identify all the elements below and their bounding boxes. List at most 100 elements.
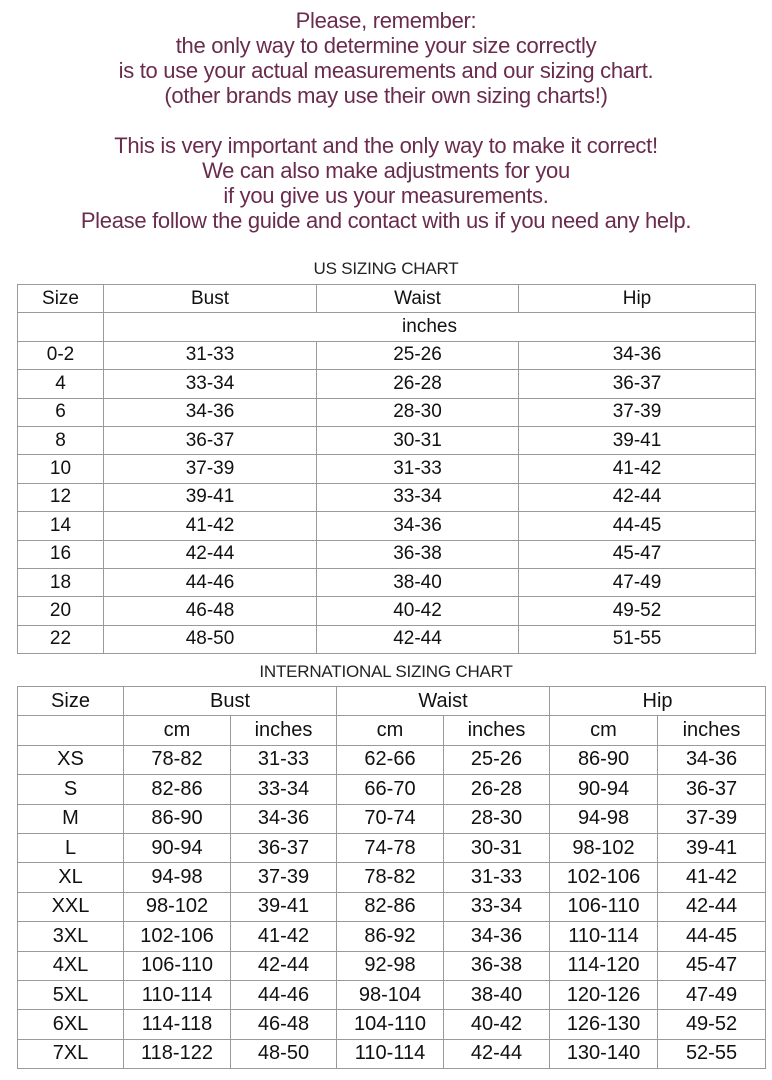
unit-cell: inches xyxy=(657,715,767,746)
measurement-cell: 45-47 xyxy=(657,950,767,981)
measurement-cell: 28-30 xyxy=(316,397,519,427)
table-row: 3XL 102-106 41-42 86-92 34-36 110-114 44-45 xyxy=(17,921,767,952)
measurement-cell: 42-44 xyxy=(230,950,337,981)
measurement-cell: 90-94 xyxy=(549,774,659,805)
measurement-cell: 49-52 xyxy=(657,1009,767,1040)
measurement-cell: 47-49 xyxy=(657,979,767,1011)
table-row: 16 42-44 36-38 45-47 xyxy=(17,539,756,569)
measurement-cell: 118-122 xyxy=(123,1038,231,1070)
measurement-cell: 30-31 xyxy=(442,832,551,864)
measurement-cell: 48-50 xyxy=(103,624,317,655)
size-cell: 4 xyxy=(17,369,104,399)
measurement-cell: 37-39 xyxy=(518,397,756,427)
measurement-cell: 98-102 xyxy=(123,891,231,923)
measurement-cell: 120-126 xyxy=(549,979,659,1011)
measurement-cell: 51-55 xyxy=(518,624,756,655)
measurement-cell: 42-44 xyxy=(316,624,519,655)
table-row: 20 46-48 40-42 49-52 xyxy=(17,596,756,626)
intro-line: if you give us your measurements. xyxy=(223,183,549,208)
measurement-cell: 36-37 xyxy=(657,774,767,805)
us-sizing-table: Size Bust Waist Hip inches 0-2 31-33 25-26… xyxy=(17,283,756,655)
header-cell: Waist xyxy=(316,283,519,314)
intro-line: (other brands may use their own sizing c… xyxy=(164,83,608,108)
measurement-cell: 106-110 xyxy=(123,950,231,981)
intro-notice: Please, remember: the only way to determ… xyxy=(0,8,772,233)
table-row: 0-2 31-33 25-26 34-36 xyxy=(17,340,756,371)
empty-cell xyxy=(17,312,104,342)
measurement-cell: 126-130 xyxy=(549,1009,659,1040)
size-cell: 22 xyxy=(17,624,104,655)
measurement-cell: 41-42 xyxy=(103,511,317,541)
measurement-cell: 86-90 xyxy=(549,744,659,776)
measurement-cell: 33-34 xyxy=(103,369,317,399)
table-row: 10 37-39 31-33 41-42 xyxy=(17,454,756,484)
measurement-cell: 31-33 xyxy=(230,744,337,776)
measurement-cell: 33-34 xyxy=(316,482,519,513)
size-cell: 6 xyxy=(17,397,104,427)
size-cell: XXL xyxy=(17,891,124,923)
intro-line: We can also make adjustments for you xyxy=(202,158,570,183)
measurement-cell: 38-40 xyxy=(316,567,519,598)
measurement-cell: 25-26 xyxy=(442,744,551,776)
size-cell: 16 xyxy=(17,539,104,569)
international-sizing-table: Size Bust Waist Hip cm inches cm inches … xyxy=(17,685,767,1070)
measurement-cell: 44-46 xyxy=(230,979,337,1011)
size-cell: 20 xyxy=(17,596,104,626)
measurement-cell: 104-110 xyxy=(336,1009,444,1040)
measurement-cell: 33-34 xyxy=(230,774,337,805)
measurement-cell: 26-28 xyxy=(316,369,519,399)
intro-line: the only way to determine your size corr… xyxy=(175,33,597,58)
table-row: 6XL 114-118 46-48 104-110 40-42 126-130 49-52 xyxy=(17,1009,767,1040)
size-cell: L xyxy=(17,832,124,864)
measurement-cell: 31-33 xyxy=(442,862,551,893)
measurement-cell: 34-36 xyxy=(657,744,767,776)
measurement-cell: 94-98 xyxy=(123,862,231,893)
measurement-cell: 44-45 xyxy=(657,921,767,952)
measurement-cell: 44-45 xyxy=(518,511,756,541)
measurement-cell: 52-55 xyxy=(657,1038,767,1070)
unit-cell: cm xyxy=(549,715,659,746)
empty-cell xyxy=(17,715,124,746)
measurement-cell: 34-36 xyxy=(316,511,519,541)
table-row: 7XL 118-122 48-50 110-114 42-44 130-140 52-55 xyxy=(17,1038,767,1070)
measurement-cell: 48-50 xyxy=(230,1038,337,1070)
header-cell: Hip xyxy=(549,685,767,717)
measurement-cell: 70-74 xyxy=(336,803,444,834)
unit-cell: inches xyxy=(442,715,551,746)
size-cell: XS xyxy=(17,744,124,776)
measurement-cell: 78-82 xyxy=(336,862,444,893)
table-row: XL 94-98 37-39 78-82 31-33 102-106 41-42 xyxy=(17,862,767,893)
size-cell: 6XL xyxy=(17,1009,124,1040)
measurement-cell: 74-78 xyxy=(336,832,444,864)
header-cell: Size xyxy=(17,283,104,314)
table-row: 6 34-36 28-30 37-39 xyxy=(17,397,756,427)
unit-cell: cm xyxy=(123,715,231,746)
measurement-cell: 110-114 xyxy=(549,921,659,952)
measurement-cell: 42-44 xyxy=(657,891,767,923)
measurement-cell: 38-40 xyxy=(442,979,551,1011)
intro-line: Please follow the guide and contact with… xyxy=(80,208,692,233)
size-cell: 4XL xyxy=(17,950,124,981)
size-cell: 0-2 xyxy=(17,340,104,371)
size-cell: 8 xyxy=(17,425,104,456)
measurement-cell: 25-26 xyxy=(316,340,519,371)
size-cell: M xyxy=(17,803,124,834)
measurement-cell: 42-44 xyxy=(103,539,317,569)
measurement-cell: 34-36 xyxy=(518,340,756,371)
header-row: Size Bust Waist Hip xyxy=(17,685,767,717)
header-cell: Bust xyxy=(103,283,317,314)
measurement-cell: 34-36 xyxy=(103,397,317,427)
measurement-cell: 37-39 xyxy=(103,454,317,484)
table-row: 5XL 110-114 44-46 98-104 38-40 120-126 47-49 xyxy=(17,979,767,1011)
unit-cell: inches xyxy=(230,715,337,746)
measurement-cell: 46-48 xyxy=(103,596,317,626)
measurement-cell: 42-44 xyxy=(518,482,756,513)
measurement-cell: 28-30 xyxy=(442,803,551,834)
table-row: 22 48-50 42-44 51-55 xyxy=(17,624,756,655)
spacer xyxy=(0,108,772,133)
unit-cell: cm xyxy=(336,715,444,746)
measurement-cell: 47-49 xyxy=(518,567,756,598)
unit-row: inches xyxy=(17,312,756,342)
intro-line: This is very important and the only way … xyxy=(114,133,658,158)
measurement-cell: 82-86 xyxy=(336,891,444,923)
